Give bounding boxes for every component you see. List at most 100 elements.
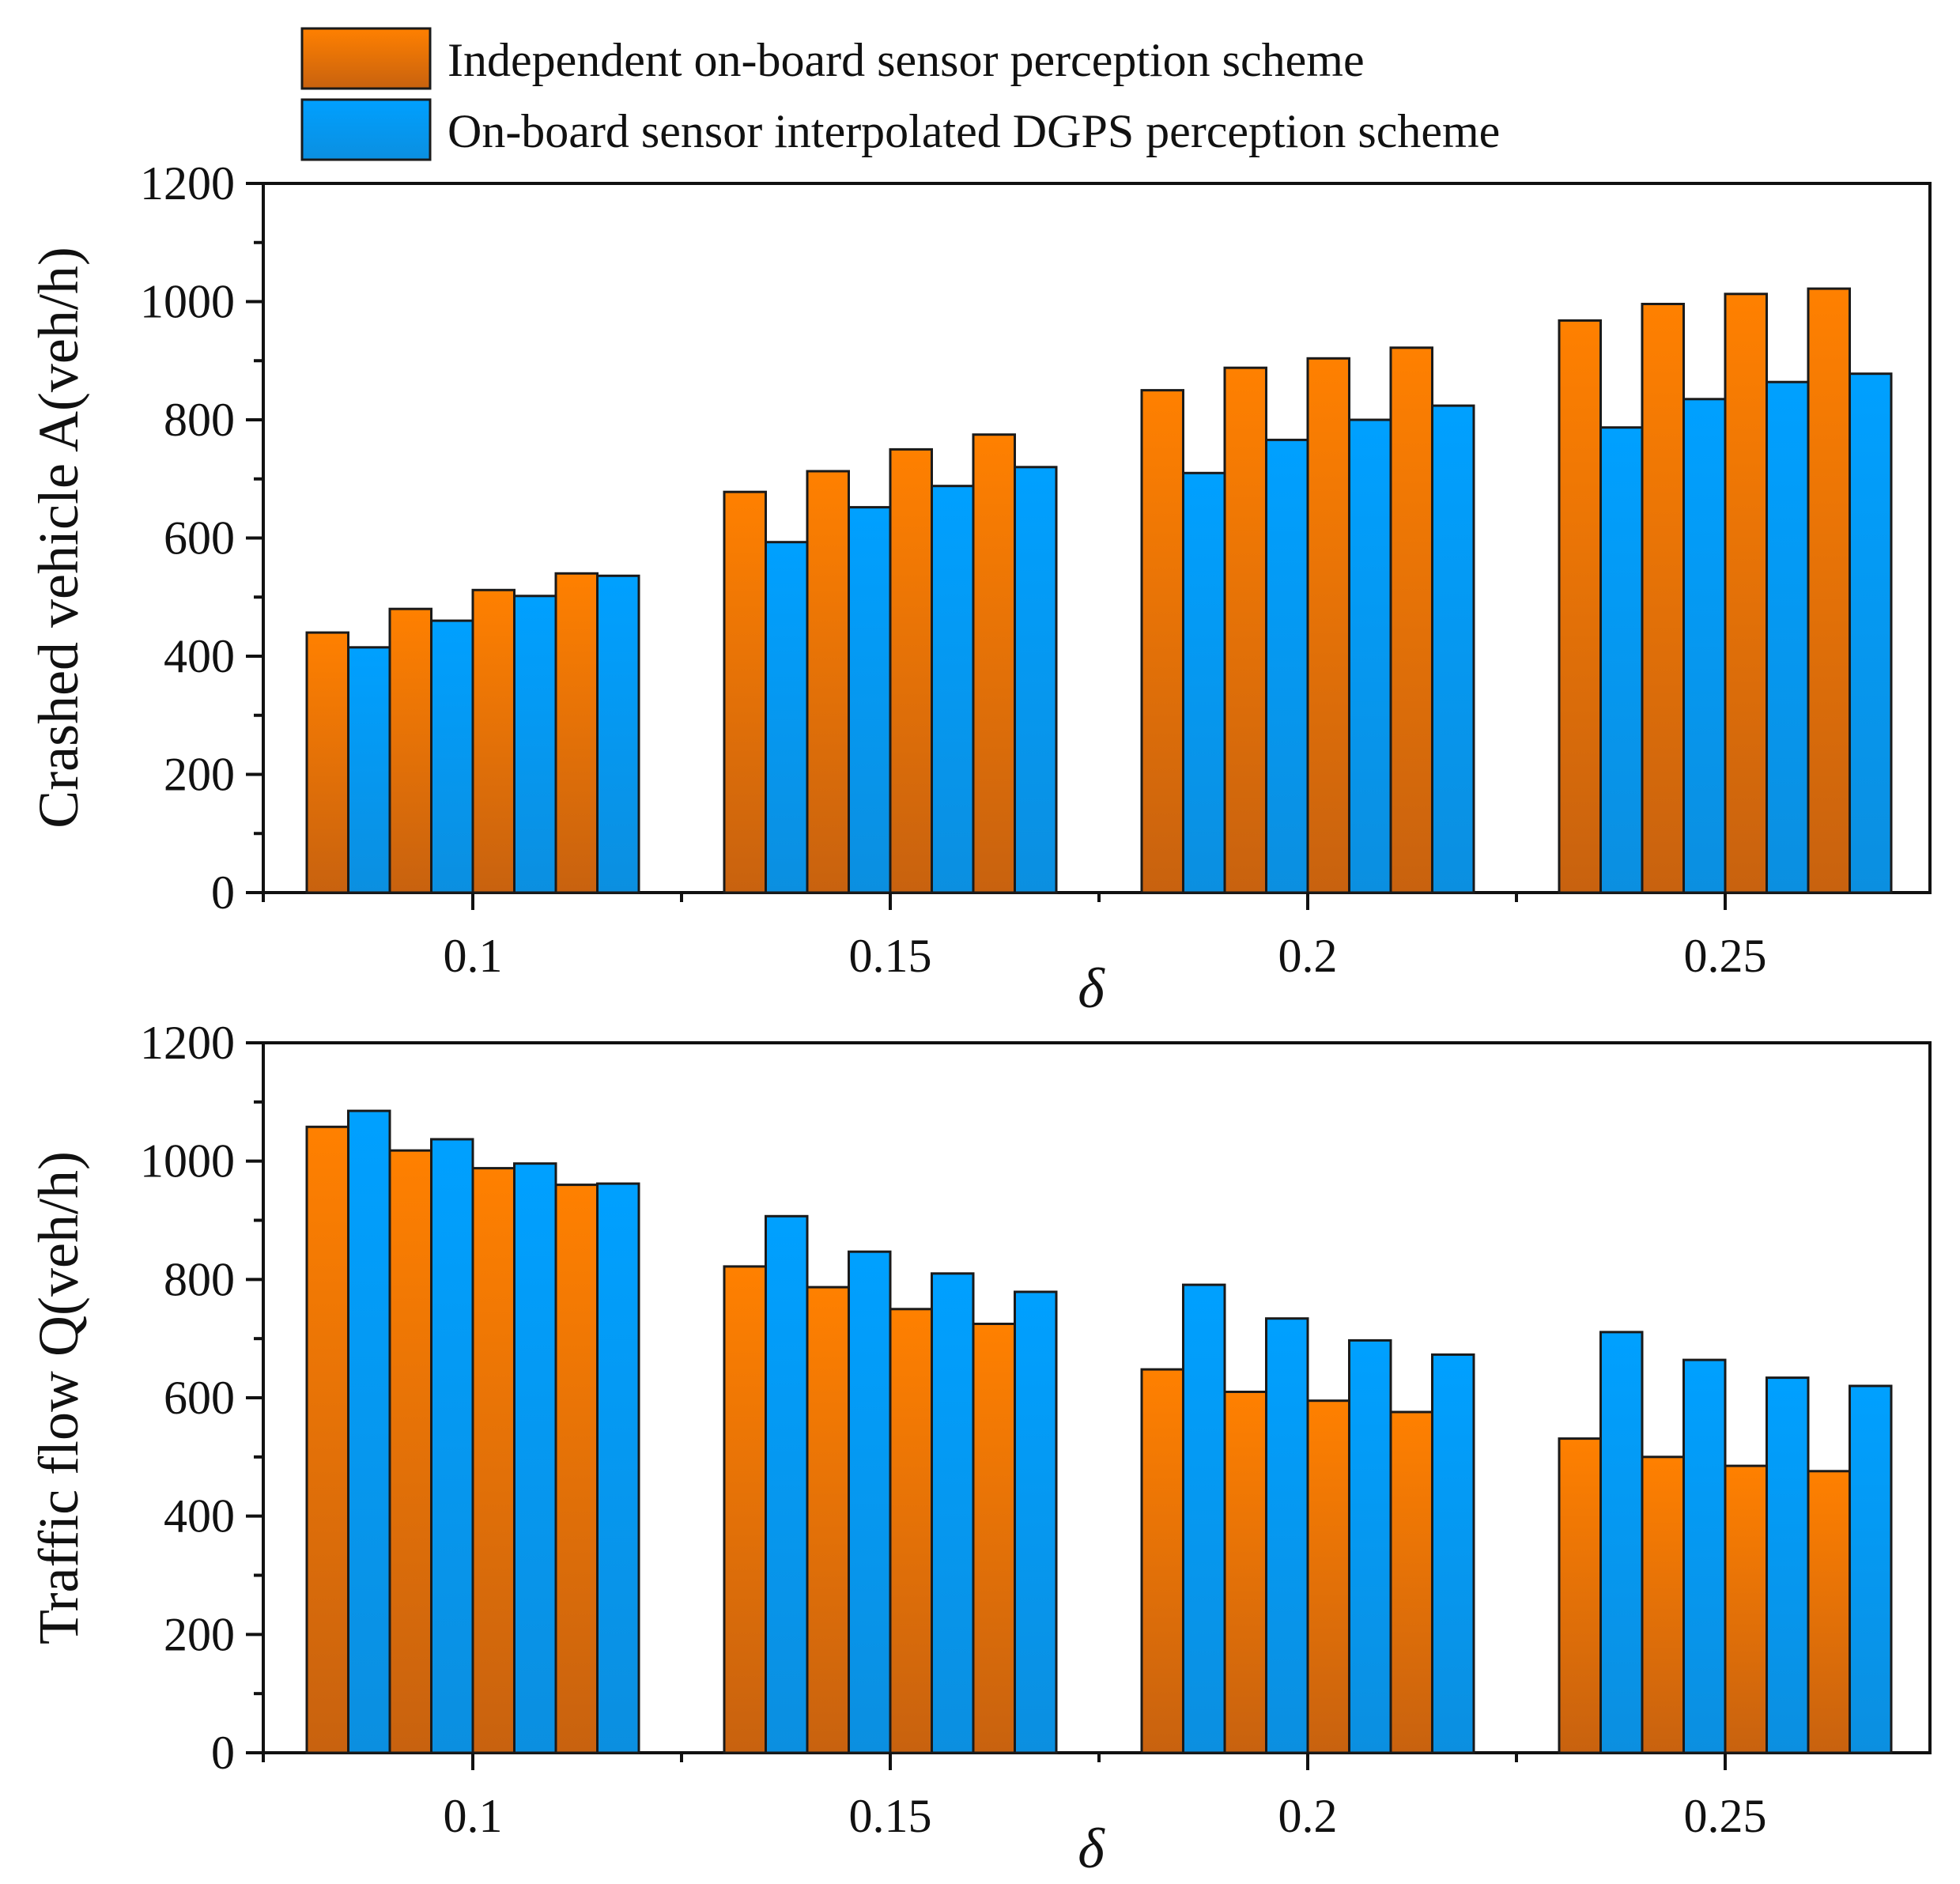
bar-dgps-0.1-2 xyxy=(430,619,474,894)
y-tick-label: 1200 xyxy=(140,157,235,210)
bar-independent-0.1-4 xyxy=(554,572,599,894)
bar-dgps-0.1-1 xyxy=(347,1109,391,1754)
bar-group xyxy=(305,1109,1893,1754)
bar-independent-0.1-3 xyxy=(471,1167,515,1754)
bar-dgps-0.15-1 xyxy=(765,1214,809,1754)
bar-dgps-0.15-4 xyxy=(1014,1290,1058,1754)
x-tick-label: 0.2 xyxy=(1278,930,1338,982)
bar-independent-0.15-4 xyxy=(972,1323,1016,1754)
bar-independent-0.25-4 xyxy=(1807,1470,1851,1754)
bar-independent-0.2-3 xyxy=(1306,357,1350,894)
bar-independent-0.25-2 xyxy=(1641,1455,1685,1754)
legend-swatch-orange xyxy=(300,27,432,90)
bar-independent-0.2-1 xyxy=(1140,389,1184,894)
chart-crashed-vehicle: 0 200 400 600 800 1000 1200 0.1 0.15 0.2 0.25 Cra… xyxy=(27,157,1932,1020)
y-tick-label: 200 xyxy=(164,1608,235,1660)
bar-independent-0.25-3 xyxy=(1724,293,1768,894)
chart-traffic-flow: 0 200 400 600 800 1000 1200 0.1 0.15 0.2 0.25 Tra… xyxy=(27,1017,1932,1880)
y-tick-label: 600 xyxy=(164,1372,235,1424)
bar-dgps-0.1-3 xyxy=(513,595,557,894)
y-axis-title: Traffic flow Q(veh/h) xyxy=(27,1151,90,1644)
x-axis-title: δ xyxy=(1078,1817,1105,1880)
bar-independent-0.1-1 xyxy=(305,1125,349,1754)
bar-dgps-0.25-2 xyxy=(1682,1358,1727,1754)
y-tick-label: 1200 xyxy=(140,1017,235,1069)
bar-dgps-0.15-3 xyxy=(931,485,975,894)
y-axis-ticks: 0 200 400 600 800 1000 1200 xyxy=(140,1017,263,1779)
bar-independent-0.2-1 xyxy=(1140,1368,1184,1754)
bar-dgps-0.15-1 xyxy=(765,541,809,894)
bar-dgps-0.1-2 xyxy=(430,1138,474,1754)
bar-dgps-0.1-3 xyxy=(513,1162,557,1754)
x-tick-label: 0.15 xyxy=(849,930,932,982)
legend-label-independent: Independent on-board sensor perception s… xyxy=(448,34,1365,86)
x-tick-label: 0.25 xyxy=(1684,1790,1767,1842)
bar-dgps-0.2-2 xyxy=(1265,438,1309,894)
y-axis-title: Crashed vehicle A(veh/h) xyxy=(27,247,90,829)
bar-dgps-0.15-2 xyxy=(848,1250,892,1754)
bar-independent-0.15-2 xyxy=(806,1286,850,1754)
bar-independent-0.25-1 xyxy=(1558,319,1602,894)
bar-independent-0.1-2 xyxy=(388,1149,432,1754)
y-tick-label: 800 xyxy=(164,1253,235,1305)
bar-independent-0.25-2 xyxy=(1641,303,1685,894)
y-tick-label: 600 xyxy=(164,512,235,564)
bar-independent-0.15-3 xyxy=(889,1308,933,1754)
bar-dgps-0.2-4 xyxy=(1431,404,1475,894)
x-axis-ticks: 0.1 0.15 0.2 0.25 xyxy=(262,1753,1767,1842)
bar-independent-0.1-3 xyxy=(471,588,515,894)
y-tick-label: 1000 xyxy=(140,1135,235,1187)
x-tick-label: 0.1 xyxy=(444,930,503,982)
y-tick-label: 1000 xyxy=(140,276,235,328)
bar-independent-0.15-2 xyxy=(806,470,850,894)
bar-dgps-0.25-3 xyxy=(1766,380,1810,894)
legend: Independent on-board sensor perception s… xyxy=(300,27,1500,161)
bar-independent-0.2-4 xyxy=(1389,346,1433,894)
bar-dgps-0.15-3 xyxy=(931,1272,975,1754)
bar-dgps-0.25-1 xyxy=(1599,426,1644,894)
bar-independent-0.25-4 xyxy=(1807,287,1851,894)
bar-dgps-0.25-4 xyxy=(1849,1384,1893,1754)
bar-independent-0.25-1 xyxy=(1558,1437,1602,1754)
y-tick-label: 800 xyxy=(164,394,235,446)
bar-independent-0.15-1 xyxy=(723,1265,767,1754)
bar-independent-0.2-2 xyxy=(1223,1391,1267,1754)
bar-dgps-0.25-1 xyxy=(1599,1331,1644,1754)
x-axis-title: δ xyxy=(1078,957,1105,1020)
bar-independent-0.2-3 xyxy=(1306,1399,1350,1754)
bar-dgps-0.2-4 xyxy=(1431,1353,1475,1754)
bar-dgps-0.2-1 xyxy=(1182,471,1226,894)
x-tick-label: 0.1 xyxy=(444,1790,503,1842)
bar-independent-0.2-2 xyxy=(1223,366,1267,894)
x-tick-label: 0.2 xyxy=(1278,1790,1338,1842)
bar-independent-0.2-4 xyxy=(1389,1410,1433,1754)
bar-independent-0.1-1 xyxy=(305,631,349,894)
bar-dgps-0.1-4 xyxy=(596,1182,640,1754)
bar-independent-0.1-2 xyxy=(388,607,432,894)
y-tick-label: 0 xyxy=(211,866,235,919)
bar-dgps-0.15-2 xyxy=(848,506,892,894)
y-axis-ticks: 0 200 400 600 800 1000 1200 xyxy=(140,157,263,919)
bar-dgps-0.2-3 xyxy=(1348,1338,1392,1754)
x-axis-ticks: 0.1 0.15 0.2 0.25 xyxy=(262,893,1767,982)
bar-dgps-0.25-3 xyxy=(1766,1376,1810,1754)
bar-independent-0.15-4 xyxy=(972,433,1016,894)
bar-dgps-0.2-2 xyxy=(1265,1317,1309,1754)
bar-independent-0.15-3 xyxy=(889,447,933,894)
y-tick-label: 400 xyxy=(164,1490,235,1542)
y-tick-label: 200 xyxy=(164,749,235,801)
bar-dgps-0.1-1 xyxy=(347,646,391,894)
x-tick-label: 0.15 xyxy=(849,1790,932,1842)
bar-independent-0.25-3 xyxy=(1724,1464,1768,1754)
legend-label-dgps: On-board sensor interpolated DGPS percep… xyxy=(448,105,1500,157)
bar-dgps-0.25-2 xyxy=(1682,398,1727,894)
y-tick-label: 0 xyxy=(211,1727,235,1779)
x-tick-label: 0.25 xyxy=(1684,930,1767,982)
y-tick-label: 400 xyxy=(164,630,235,682)
legend-swatch-blue xyxy=(300,98,432,161)
bar-dgps-0.25-4 xyxy=(1849,372,1893,894)
bar-independent-0.15-1 xyxy=(723,490,767,894)
bar-dgps-0.1-4 xyxy=(596,574,640,894)
bar-independent-0.1-4 xyxy=(554,1184,599,1754)
